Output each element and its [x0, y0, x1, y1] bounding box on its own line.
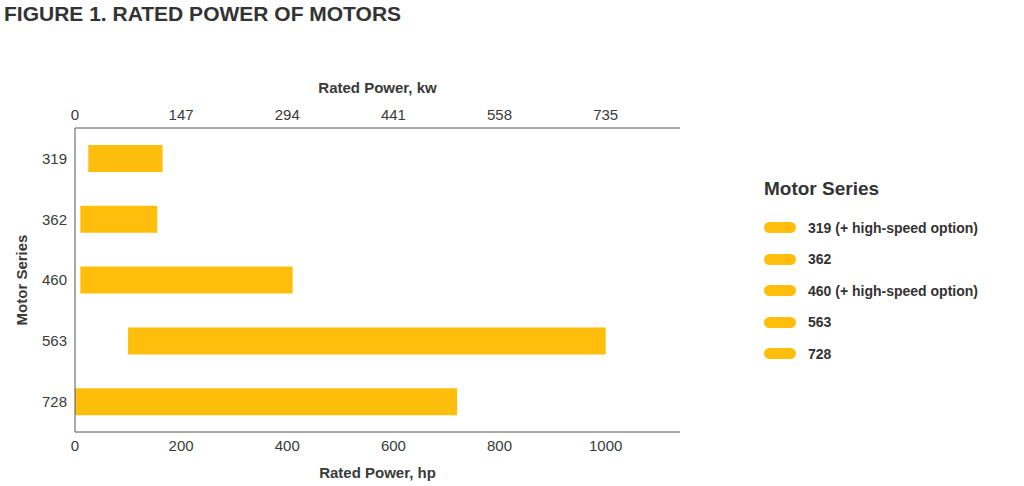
svg-text:0: 0	[71, 106, 79, 123]
html-text:FIGURE 1. RATED POWER OF MOTOR: FIGURE 1. RATED POWER OF MOTORS	[4, 2, 402, 25]
svg-text:Rated Power, hp: Rated Power, hp	[319, 464, 436, 481]
svg-text:294: 294	[275, 106, 300, 123]
svg-text:460: 460	[42, 271, 67, 288]
html-text:362: 362	[808, 251, 832, 268]
svg-text:362: 362	[42, 211, 67, 228]
html-text:563: 563	[808, 314, 832, 331]
svg-text:558: 558	[487, 106, 512, 123]
svg-text:Rated Power, kw: Rated Power, kw	[318, 79, 437, 96]
svg-text:400: 400	[275, 437, 300, 454]
svg-text:200: 200	[169, 437, 194, 454]
html-text:Motor Series: Motor Series	[764, 178, 880, 199]
svg-text:147: 147	[169, 106, 194, 123]
svg-text:Motor Series: Motor Series	[13, 235, 30, 326]
svg-text:735: 735	[593, 106, 618, 123]
svg-text:319: 319	[42, 150, 67, 167]
svg-text:563: 563	[42, 332, 67, 349]
svg-text:1000: 1000	[589, 437, 622, 454]
svg-text:0: 0	[71, 437, 79, 454]
svg-text:441: 441	[381, 106, 406, 123]
html-text:319 (+ high-speed option): 319 (+ high-speed option)	[808, 219, 978, 236]
html-text:460 (+ high-speed option): 460 (+ high-speed option)	[808, 282, 978, 299]
svg-text:800: 800	[487, 437, 512, 454]
html-text:728: 728	[808, 345, 832, 362]
svg-text:600: 600	[381, 437, 406, 454]
svg-text:728: 728	[42, 393, 67, 410]
